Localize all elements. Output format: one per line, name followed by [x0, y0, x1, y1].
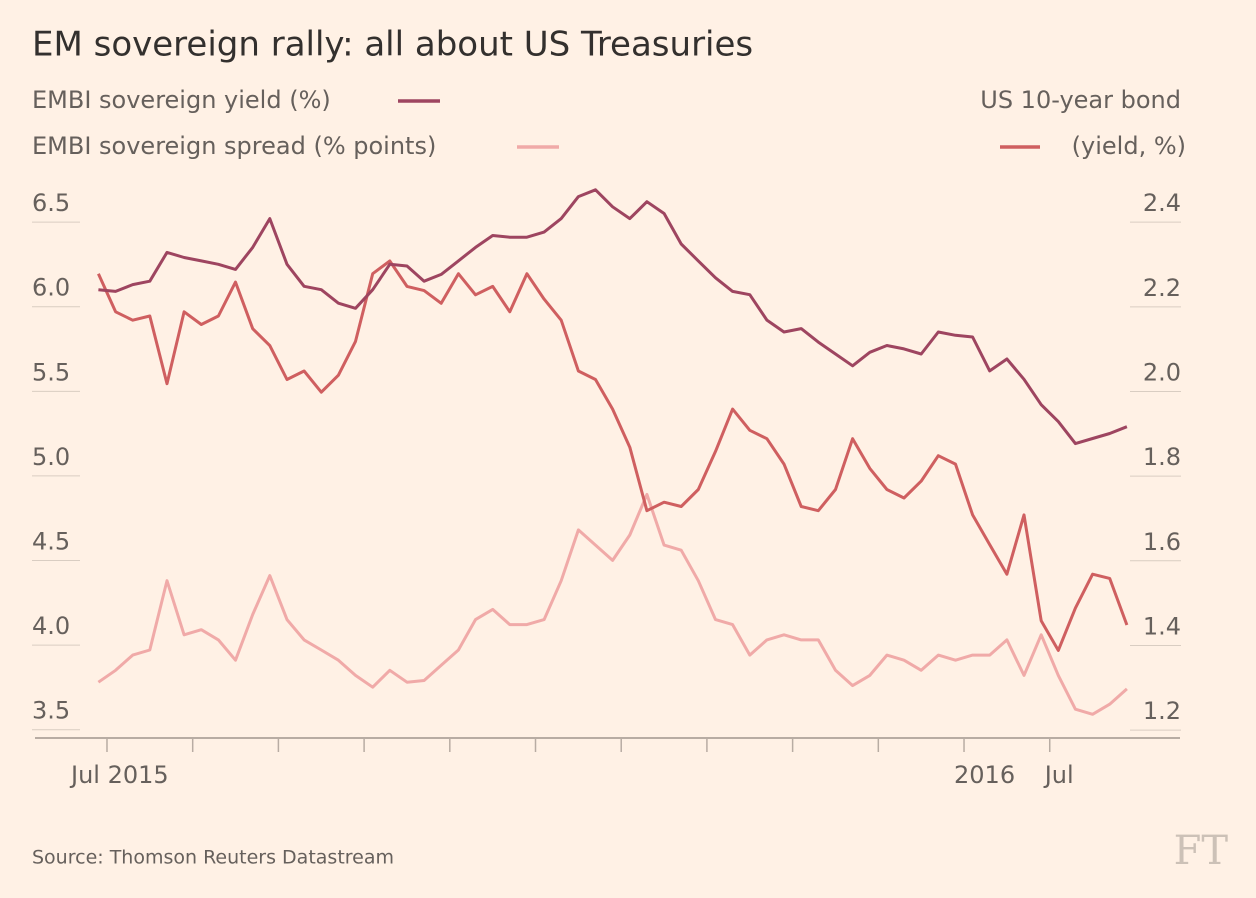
series-line [98, 188, 1128, 446]
y2-tick-label: 1.4 [1143, 612, 1181, 640]
y-tick-label: 3.5 [32, 697, 70, 725]
y-tick-label: 4.0 [32, 612, 70, 640]
y-tick-label: 6.0 [32, 274, 70, 302]
y2-tick-label: 2.2 [1143, 274, 1181, 302]
y-tick-label: 4.5 [32, 528, 70, 556]
y-tick-label: 5.5 [32, 358, 70, 386]
source: Source: Thomson Reuters Datastream [32, 847, 394, 869]
series-line [97, 259, 1129, 652]
legend-label: EMBI sovereign spread (% points) [32, 132, 436, 160]
y2-tick-label: 2.4 [1143, 189, 1181, 217]
y-tick-label: 5.0 [32, 443, 70, 471]
y2-tick-label: 1.8 [1143, 443, 1181, 471]
y2-tick-label: 1.6 [1143, 528, 1181, 556]
chart-title: EM sovereign rally: all about US Treasur… [32, 25, 753, 65]
logo: FT [1174, 828, 1229, 874]
y2-tick-label: 1.2 [1143, 697, 1181, 725]
series-line [97, 492, 1128, 716]
x-tick-label: 2016 [954, 761, 1015, 789]
x-tick-label: Jul [1043, 761, 1074, 789]
legend-label: (yield, %) [1072, 132, 1186, 160]
x-tick-label: Jul 2015 [69, 761, 169, 789]
legend-label: US 10-year bond [980, 86, 1181, 114]
y2-tick-label: 2.0 [1143, 358, 1181, 386]
y-tick-label: 6.5 [32, 189, 70, 217]
legend-label: EMBI sovereign yield (%) [32, 86, 331, 114]
